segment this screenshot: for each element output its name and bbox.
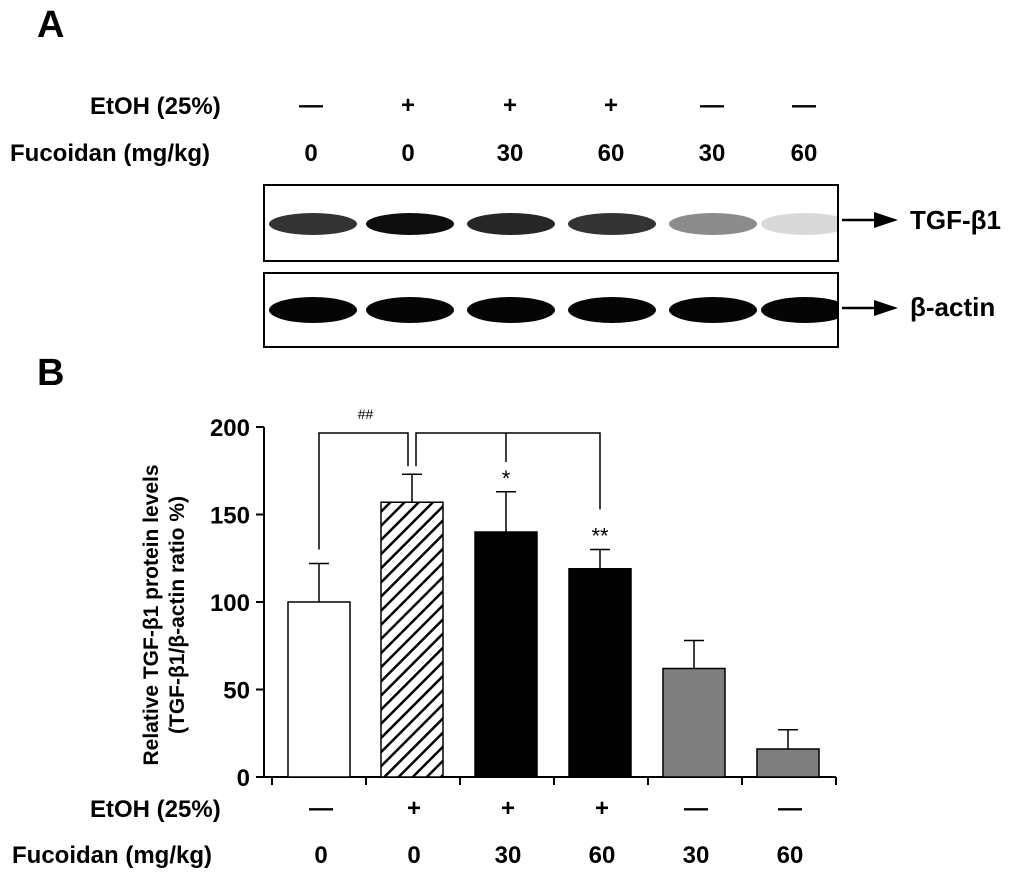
actin-blot	[263, 272, 839, 348]
y-axis-label-line2: (TGF-β1/β-actin ratio %)	[166, 496, 189, 734]
panel-b-etoh-value-1: +	[406, 795, 421, 822]
actin-blot-bands	[269, 297, 837, 323]
bar-annotation-2: *	[502, 466, 511, 491]
panel-a-etoh-value-0: —	[299, 92, 323, 119]
y-tick-label: 50	[223, 678, 250, 705]
y-tick-label: 0	[237, 765, 250, 792]
actin-arrow-icon	[842, 300, 898, 316]
tgf-band	[467, 213, 555, 235]
y-axis-label-line1: Relative TGF-β1 protein levels	[140, 464, 163, 765]
panel-a-etoh-value-4: —	[700, 92, 724, 119]
panel-a-etoh-value-1: +	[400, 92, 415, 119]
bar-5	[756, 748, 820, 778]
panel-b-fucoidan-value-4: 30	[682, 842, 710, 869]
actin-band	[669, 297, 757, 323]
panel-a-letter: A	[37, 4, 65, 46]
panel-b-letter: B	[37, 352, 65, 394]
actin-band	[761, 297, 837, 323]
panel-b-etoh-label: EtOH (25%)	[90, 796, 221, 823]
panel-a-fucoidan-value-4: 30	[698, 140, 726, 167]
tgf-band	[269, 213, 357, 235]
panel-b-etoh-value-0: —	[309, 795, 333, 822]
tgf-band	[366, 213, 454, 235]
panel-a-etoh-value-5: —	[792, 92, 816, 119]
panel-a-etoh-value-3: +	[603, 92, 618, 119]
significance-bracket-0	[318, 432, 409, 550]
panel-a-fucoidan-value-3: 60	[597, 140, 625, 167]
bar-0	[287, 601, 351, 778]
tgf-blot	[263, 184, 839, 262]
panel-b-etoh-value-2: +	[500, 795, 515, 822]
panel-a-fucoidan-value-5: 60	[790, 140, 818, 167]
panel-b-etoh-value-5: —	[778, 795, 802, 822]
y-tick-label: 200	[210, 415, 250, 442]
panel-b-fucoidan-value-3: 60	[588, 842, 616, 869]
panel-b-fucoidan-value-1: 0	[407, 842, 421, 869]
panel-a-fucoidan-value-2: 30	[496, 140, 524, 167]
significance-label-0: ##	[358, 406, 374, 422]
bar-2	[474, 531, 538, 778]
tgf-band	[761, 213, 837, 235]
actin-band	[269, 297, 357, 323]
bar-annotation-3: **	[591, 524, 609, 549]
tgf-band	[568, 213, 656, 235]
panel-b-fucoidan-value-0: 0	[314, 842, 328, 869]
y-tick-label: 150	[210, 503, 250, 530]
panel-b-fucoidan-label: Fucoidan (mg/kg)	[12, 842, 212, 869]
panel-b-etoh-value-3: +	[594, 795, 609, 822]
bar-4	[662, 667, 726, 778]
panel-b-fucoidan-value-5: 60	[776, 842, 804, 869]
panel-a-fucoidan-value-0: 0	[304, 140, 318, 167]
bar-1	[380, 501, 444, 778]
y-tick-label: 100	[210, 590, 250, 617]
tgf-blot-label: TGF-β1	[910, 205, 1001, 235]
panel-a-etoh-label: EtOH (25%)	[90, 93, 221, 120]
panel-a-fucoidan-value-1: 0	[401, 140, 415, 167]
actin-band	[366, 297, 454, 323]
actin-band	[467, 297, 555, 323]
tgf-band	[669, 213, 757, 235]
panel-b-etoh-value-4: —	[684, 795, 708, 822]
significance-bracket-1	[415, 432, 601, 510]
panel-b-fucoidan-value-2: 30	[494, 842, 522, 869]
tgf-blot-bands	[269, 213, 837, 235]
actin-blot-label: β-actin	[910, 292, 996, 322]
tgf-arrow-icon	[842, 212, 898, 228]
panel-a-etoh-value-2: +	[502, 92, 517, 119]
panel-a-fucoidan-label: Fucoidan (mg/kg)	[10, 140, 210, 167]
actin-band	[568, 297, 656, 323]
bar-3	[568, 568, 632, 778]
